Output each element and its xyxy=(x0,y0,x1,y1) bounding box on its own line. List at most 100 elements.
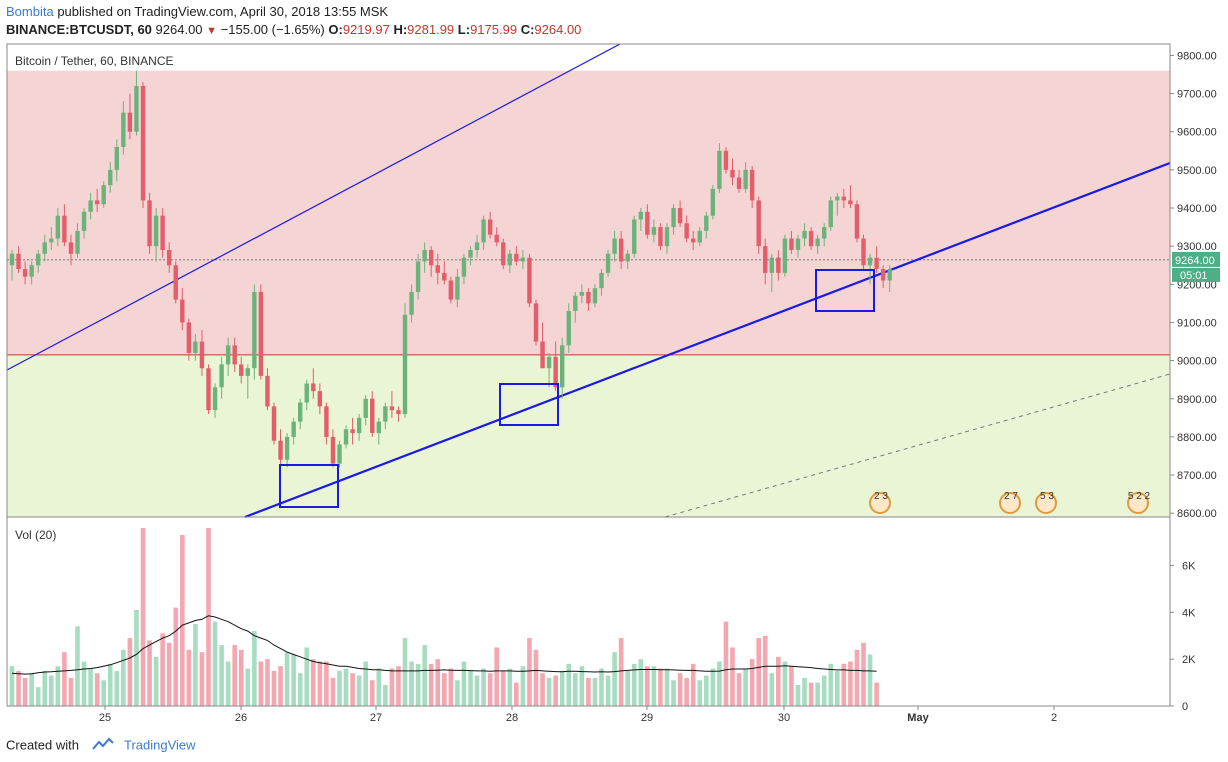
candle[interactable] xyxy=(363,394,368,426)
candle[interactable] xyxy=(49,227,54,250)
candle[interactable] xyxy=(62,204,67,247)
candle[interactable] xyxy=(448,276,454,304)
candle[interactable] xyxy=(599,269,604,296)
candle[interactable] xyxy=(94,188,100,212)
candle[interactable] xyxy=(651,219,657,243)
candle[interactable] xyxy=(697,227,702,247)
candle[interactable] xyxy=(789,230,794,254)
candle[interactable] xyxy=(402,303,408,418)
candle[interactable] xyxy=(763,238,768,285)
candle[interactable] xyxy=(193,333,198,361)
candle[interactable] xyxy=(173,261,178,304)
candle[interactable] xyxy=(586,288,591,312)
candle[interactable] xyxy=(81,208,87,239)
candle[interactable] xyxy=(533,299,539,346)
candle[interactable] xyxy=(16,246,21,273)
candle[interactable] xyxy=(461,253,467,285)
candle[interactable] xyxy=(304,379,309,411)
candle[interactable] xyxy=(147,192,152,254)
candle[interactable] xyxy=(618,230,624,270)
candle[interactable] xyxy=(625,249,630,270)
candle[interactable] xyxy=(612,230,617,262)
candle[interactable] xyxy=(199,330,205,376)
candle[interactable] xyxy=(442,261,447,285)
candle[interactable] xyxy=(481,215,486,250)
candle[interactable] xyxy=(114,139,119,182)
candle[interactable] xyxy=(749,166,755,209)
candle[interactable] xyxy=(330,429,336,468)
candle[interactable] xyxy=(822,223,827,247)
candle[interactable] xyxy=(736,169,742,193)
candle[interactable] xyxy=(828,196,833,231)
author-link[interactable]: Bombita xyxy=(6,4,54,19)
candle[interactable] xyxy=(776,249,781,281)
candle[interactable] xyxy=(468,246,473,266)
candle[interactable] xyxy=(455,269,460,308)
economic-event-marker[interactable]: 5 2 2 xyxy=(1127,491,1151,514)
candle[interactable] xyxy=(527,253,532,308)
candle[interactable] xyxy=(638,208,643,231)
candle[interactable] xyxy=(167,242,172,273)
candle[interactable] xyxy=(546,352,552,388)
candle[interactable] xyxy=(225,337,231,376)
candle[interactable] xyxy=(717,143,722,193)
economic-event-marker[interactable]: 2 7 xyxy=(999,491,1021,514)
candle[interactable] xyxy=(337,440,342,468)
candle[interactable] xyxy=(861,234,866,270)
candle[interactable] xyxy=(153,208,159,262)
candle[interactable] xyxy=(632,215,637,258)
candle[interactable] xyxy=(645,204,650,239)
candle[interactable] xyxy=(29,261,34,285)
candle[interactable] xyxy=(317,383,323,415)
candle[interactable] xyxy=(232,337,237,373)
upper-channel-line[interactable] xyxy=(6,43,621,371)
support-trendline[interactable] xyxy=(244,161,1171,519)
candle[interactable] xyxy=(350,417,355,445)
tradingview-brand-link[interactable]: TradingView xyxy=(124,737,196,753)
economic-event-marker[interactable]: 5 3 xyxy=(1035,491,1057,514)
candle[interactable] xyxy=(278,429,283,468)
candle[interactable] xyxy=(101,181,106,209)
candle[interactable] xyxy=(507,249,512,273)
candle[interactable] xyxy=(343,425,349,449)
candle[interactable] xyxy=(684,215,689,243)
candle[interactable] xyxy=(691,230,696,250)
candle[interactable] xyxy=(127,93,133,140)
candle[interactable] xyxy=(514,246,519,266)
candle[interactable] xyxy=(579,284,585,304)
candle[interactable] xyxy=(68,234,74,266)
candle[interactable] xyxy=(370,391,375,437)
candle[interactable] xyxy=(808,227,814,250)
candle[interactable] xyxy=(723,146,729,174)
candle[interactable] xyxy=(121,101,126,155)
candle[interactable] xyxy=(782,234,788,277)
candle[interactable] xyxy=(271,402,277,445)
candle[interactable] xyxy=(658,223,663,250)
candle[interactable] xyxy=(108,162,113,193)
highlight-box[interactable] xyxy=(279,464,339,508)
candle[interactable] xyxy=(186,318,192,361)
candle[interactable] xyxy=(887,265,892,292)
candle[interactable] xyxy=(769,253,774,292)
candle[interactable] xyxy=(298,398,303,430)
candle[interactable] xyxy=(677,200,683,228)
candle[interactable] xyxy=(815,234,820,254)
candle[interactable] xyxy=(9,249,15,281)
candle[interactable] xyxy=(245,364,250,399)
candle[interactable] xyxy=(140,82,146,209)
candle[interactable] xyxy=(284,433,290,468)
candle[interactable] xyxy=(671,204,676,235)
candle[interactable] xyxy=(409,284,414,323)
candle[interactable] xyxy=(311,368,316,399)
candle[interactable] xyxy=(324,402,329,445)
candle[interactable] xyxy=(88,192,93,220)
candle[interactable] xyxy=(219,356,224,399)
candle[interactable] xyxy=(848,185,853,209)
candle[interactable] xyxy=(258,284,264,380)
candle[interactable] xyxy=(376,417,381,445)
candle[interactable] xyxy=(566,303,571,353)
candle[interactable] xyxy=(22,261,28,285)
candle[interactable] xyxy=(291,417,296,445)
economic-event-marker[interactable]: 2 3 xyxy=(869,491,891,514)
candle[interactable] xyxy=(415,253,421,300)
